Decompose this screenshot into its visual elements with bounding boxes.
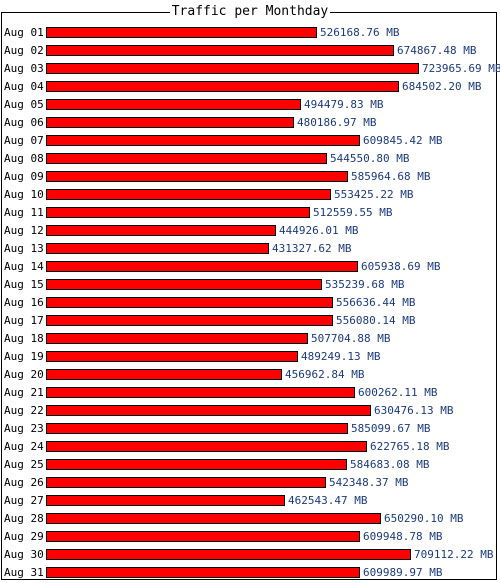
category-label: Aug 18 bbox=[4, 332, 44, 345]
bar bbox=[46, 45, 394, 56]
category-label: Aug 20 bbox=[4, 368, 44, 381]
bar bbox=[46, 441, 367, 452]
category-label: Aug 29 bbox=[4, 530, 44, 543]
bar bbox=[46, 387, 355, 398]
value-label: 556636.44 MB bbox=[336, 296, 416, 309]
category-label: Aug 22 bbox=[4, 404, 44, 417]
value-label: 494479.83 MB bbox=[304, 98, 384, 111]
value-label: 609989.97 MB bbox=[363, 566, 443, 579]
value-label: 444926.01 MB bbox=[279, 224, 359, 237]
bar bbox=[46, 27, 317, 38]
value-label: 462543.47 MB bbox=[288, 494, 368, 507]
bar bbox=[46, 153, 327, 164]
bar bbox=[46, 459, 347, 470]
value-label: 584683.08 MB bbox=[350, 458, 430, 471]
category-label: Aug 09 bbox=[4, 170, 44, 183]
bar bbox=[46, 297, 333, 308]
category-label: Aug 11 bbox=[4, 206, 44, 219]
chart-title: Traffic per Monthday bbox=[0, 4, 500, 20]
category-label: Aug 03 bbox=[4, 62, 44, 75]
value-label: 585964.68 MB bbox=[351, 170, 431, 183]
category-label: Aug 14 bbox=[4, 260, 44, 273]
bar bbox=[46, 171, 348, 182]
value-label: 709112.22 MB bbox=[414, 548, 494, 561]
category-label: Aug 02 bbox=[4, 44, 44, 57]
value-label: 507704.88 MB bbox=[311, 332, 391, 345]
category-label: Aug 25 bbox=[4, 458, 44, 471]
bar bbox=[46, 477, 326, 488]
value-label: 723965.69 MB bbox=[422, 62, 500, 75]
category-label: Aug 23 bbox=[4, 422, 44, 435]
bar bbox=[46, 81, 399, 92]
value-label: 585099.67 MB bbox=[351, 422, 431, 435]
bar bbox=[46, 99, 301, 110]
bar bbox=[46, 369, 282, 380]
bar bbox=[46, 351, 298, 362]
value-label: 600262.11 MB bbox=[358, 386, 438, 399]
bar bbox=[46, 225, 276, 236]
bar bbox=[46, 117, 294, 128]
category-label: Aug 30 bbox=[4, 548, 44, 561]
bar bbox=[46, 549, 411, 560]
value-label: 456962.84 MB bbox=[285, 368, 365, 381]
bar bbox=[46, 207, 310, 218]
category-label: Aug 28 bbox=[4, 512, 44, 525]
bar bbox=[46, 261, 358, 272]
value-label: 630476.13 MB bbox=[374, 404, 454, 417]
value-label: 650290.10 MB bbox=[384, 512, 464, 525]
category-label: Aug 31 bbox=[4, 566, 44, 579]
category-label: Aug 21 bbox=[4, 386, 44, 399]
value-label: 674867.48 MB bbox=[397, 44, 477, 57]
bar bbox=[46, 531, 360, 542]
category-label: Aug 17 bbox=[4, 314, 44, 327]
bar bbox=[46, 567, 360, 578]
bar bbox=[46, 423, 348, 434]
value-label: 431327.62 MB bbox=[272, 242, 352, 255]
bar bbox=[46, 279, 322, 290]
category-label: Aug 27 bbox=[4, 494, 44, 507]
bar bbox=[46, 315, 333, 326]
bar bbox=[46, 243, 269, 254]
bar bbox=[46, 405, 371, 416]
value-label: 489249.13 MB bbox=[301, 350, 381, 363]
category-label: Aug 06 bbox=[4, 116, 44, 129]
category-label: Aug 08 bbox=[4, 152, 44, 165]
bar bbox=[46, 333, 308, 344]
value-label: 535239.68 MB bbox=[325, 278, 405, 291]
bar bbox=[46, 189, 331, 200]
chart-title-text: Traffic per Monthday bbox=[169, 4, 331, 19]
value-label: 605938.69 MB bbox=[361, 260, 441, 273]
bar bbox=[46, 63, 419, 74]
category-label: Aug 05 bbox=[4, 98, 44, 111]
value-label: 553425.22 MB bbox=[334, 188, 414, 201]
category-label: Aug 26 bbox=[4, 476, 44, 489]
value-label: 609948.78 MB bbox=[363, 530, 443, 543]
category-label: Aug 24 bbox=[4, 440, 44, 453]
bar bbox=[46, 513, 381, 524]
value-label: 544550.80 MB bbox=[330, 152, 410, 165]
value-label: 609845.42 MB bbox=[363, 134, 443, 147]
category-label: Aug 19 bbox=[4, 350, 44, 363]
value-label: 480186.97 MB bbox=[297, 116, 377, 129]
category-label: Aug 04 bbox=[4, 80, 44, 93]
bar bbox=[46, 135, 360, 146]
value-label: 526168.76 MB bbox=[320, 26, 400, 39]
value-label: 556080.14 MB bbox=[336, 314, 416, 327]
value-label: 512559.55 MB bbox=[313, 206, 393, 219]
bar bbox=[46, 495, 285, 506]
value-label: 622765.18 MB bbox=[370, 440, 450, 453]
category-label: Aug 07 bbox=[4, 134, 44, 147]
category-label: Aug 10 bbox=[4, 188, 44, 201]
category-label: Aug 12 bbox=[4, 224, 44, 237]
category-label: Aug 15 bbox=[4, 278, 44, 291]
value-label: 542348.37 MB bbox=[329, 476, 409, 489]
category-label: Aug 16 bbox=[4, 296, 44, 309]
value-label: 684502.20 MB bbox=[402, 80, 482, 93]
category-label: Aug 01 bbox=[4, 26, 44, 39]
category-label: Aug 13 bbox=[4, 242, 44, 255]
